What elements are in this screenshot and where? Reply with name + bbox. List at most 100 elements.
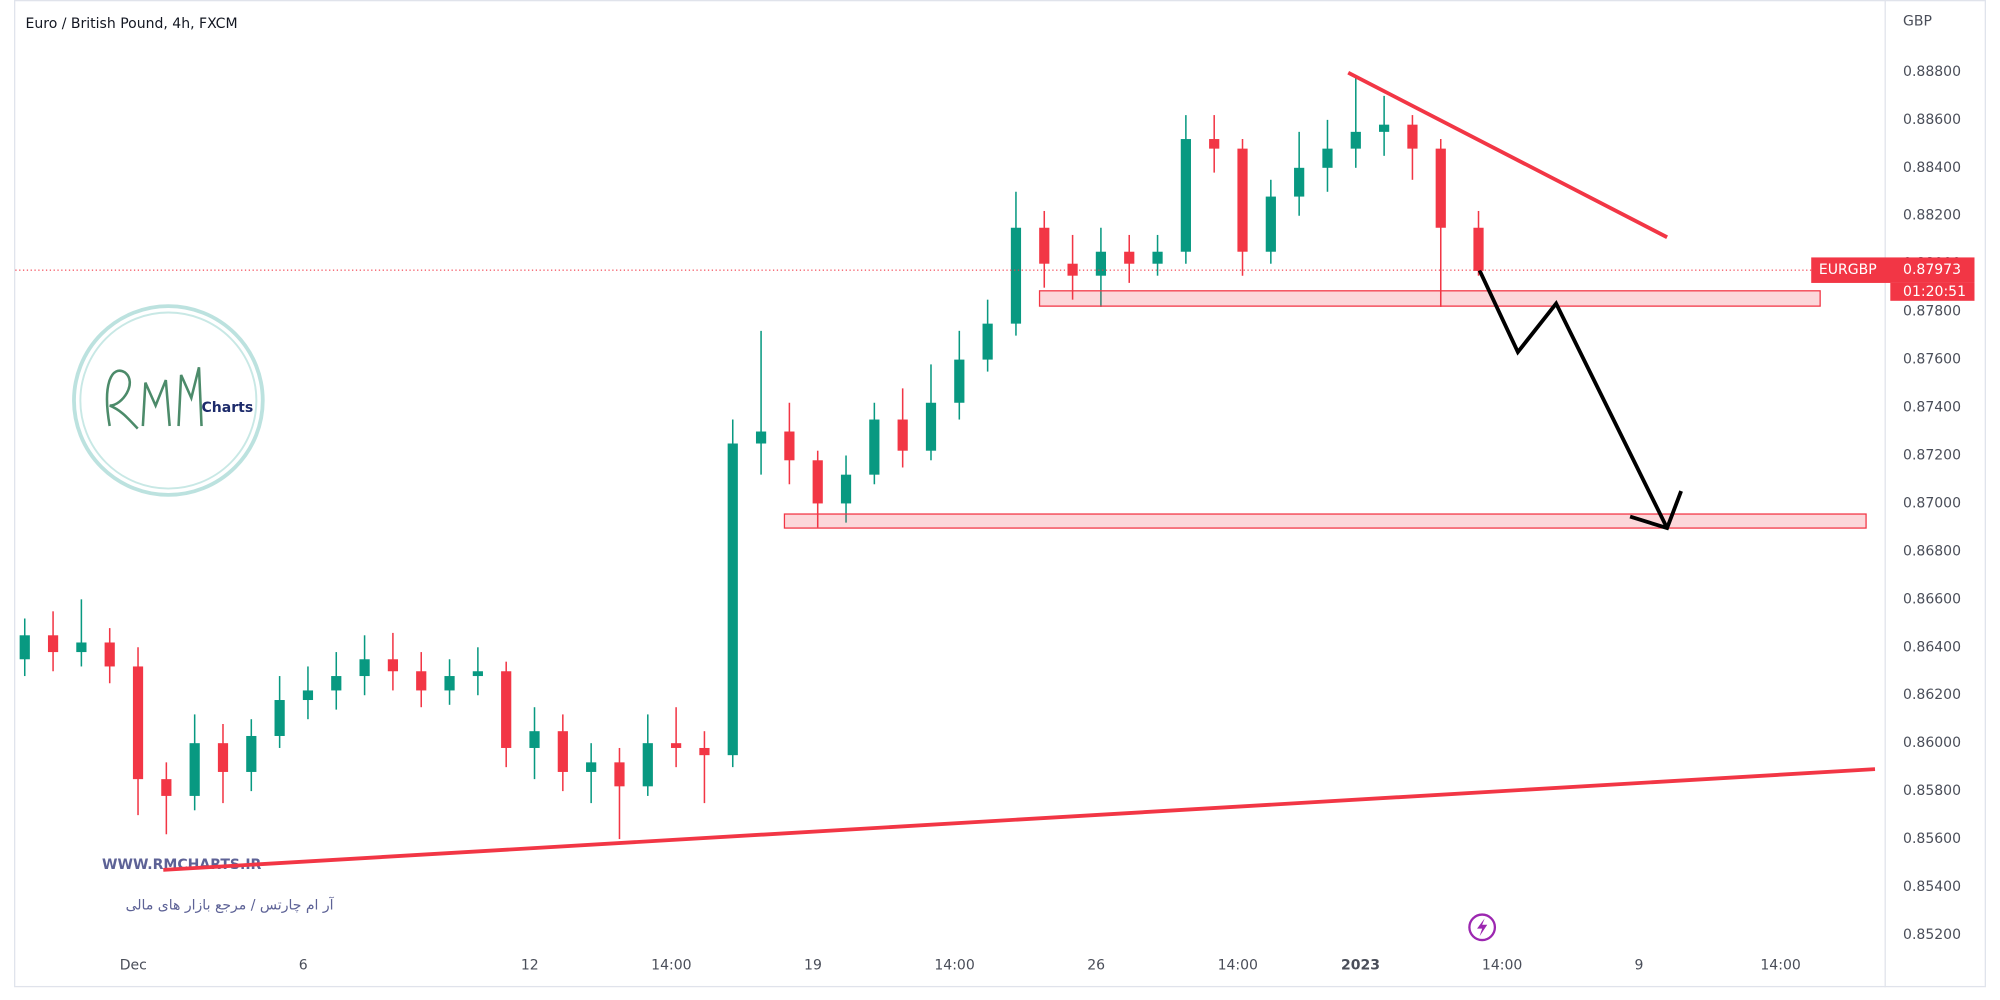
candle-body [529,731,540,748]
logo-script [105,367,203,430]
events-icon[interactable] [1468,913,1497,942]
candle-body [1010,227,1022,324]
candle-body [274,700,285,736]
trend-line [1347,71,1668,239]
candle-body [982,323,993,360]
candle-body [897,419,908,451]
currency-label: GBP [1903,14,1932,30]
x-tick-label: 14:00 [934,958,974,974]
y-tick-label: 0.86000 [1903,735,1961,751]
candle-body [1039,227,1050,264]
candle-body [302,690,314,701]
candle-body [1124,251,1135,264]
y-tick-label: 0.87000 [1903,495,1961,511]
candle-body [954,359,965,403]
candle-body [501,671,512,748]
candle-body [472,671,483,677]
countdown-box [1890,282,1975,301]
candle-body [840,474,852,504]
candle-body [784,431,795,461]
y-tick-label: 0.88800 [1903,64,1961,80]
watermark-website: WWW.RMCHARTS.IR [102,857,262,873]
candle-body [1435,148,1446,228]
logo-ring [72,304,265,497]
logo-ring [79,311,258,490]
candle-body [699,747,710,756]
candle-body [869,419,880,475]
frame [14,0,1986,988]
candle-body [557,731,568,772]
y-tick-label: 0.86600 [1903,591,1961,607]
y-tick-label: 0.87600 [1903,352,1961,368]
candle-body [1407,124,1418,149]
last-price-box [1811,257,1975,283]
candle-body [1180,139,1191,252]
y-tick-label: 0.85800 [1903,783,1961,799]
candle-body [1350,131,1361,149]
y-tick-label: 0.88400 [1903,160,1961,176]
watermark-tagline: آر ام چارتس / مرجع بازار های مالی [126,897,335,914]
zone [1038,290,1821,307]
last-price-label: 0.87973 [1903,262,1961,278]
events-icon-bolt[interactable] [1477,918,1488,937]
candle-body [416,671,427,691]
candle-body [1209,139,1220,149]
candle-body [925,402,937,451]
candle-body [104,642,115,667]
x-tick-label: 12 [521,958,539,974]
trend-line [163,767,1876,872]
candle-body [1379,124,1390,132]
y-tick-label: 0.85200 [1903,927,1961,943]
logo-brand: Charts [202,400,254,416]
y-tick-label: 0.86200 [1903,687,1961,703]
candle-body [1095,251,1107,276]
y-tick-label: 0.88200 [1903,208,1961,224]
x-tick-label: 2023 [1341,958,1380,974]
x-tick-label: 26 [1087,958,1105,974]
symbol-label: EURGBP [1819,262,1877,278]
candle-body [246,735,257,772]
x-tick-label: 14:00 [651,958,691,974]
zone [783,513,1867,529]
arrow-head [1629,490,1683,531]
y-tick-label: 0.87400 [1903,400,1961,416]
y-tick-label: 0.85600 [1903,831,1961,847]
candle-body [1294,167,1305,197]
y-tick-label: 0.87800 [1903,304,1961,320]
candle-body [161,779,172,796]
candle-body [444,676,455,691]
logo: Charts [72,304,265,497]
y-tick-label: 0.88600 [1903,112,1961,128]
candle-body [1237,148,1248,252]
x-tick-label: 14:00 [1482,958,1522,974]
y-tick-label: 0.86800 [1903,543,1961,559]
x-tick-label: 19 [804,958,822,974]
candle-body [76,642,87,653]
candle-body [19,635,30,660]
candle-body [132,666,144,780]
projection-path [1477,269,1669,529]
candle-body [1265,196,1276,252]
x-tick-label: 14:00 [1760,958,1800,974]
candle-body [812,460,823,504]
candle-body [47,635,59,653]
y-tick-label: 0.86400 [1903,639,1961,655]
candle-body [1322,148,1333,168]
candle-body [642,743,653,787]
candles [19,76,1484,840]
x-tick-label: 6 [299,958,308,974]
candle-body [217,743,229,772]
x-tick-label: 14:00 [1218,958,1258,974]
candle-body [387,659,399,672]
candle-body [614,762,625,787]
y-tick-label: 0.85400 [1903,879,1961,895]
candle-body [755,431,767,444]
candle-body [331,676,342,691]
candle-body [359,659,370,677]
countdown-label: 01:20:51 [1903,284,1966,300]
candle-body [671,743,682,748]
y-tick-label: 0.87200 [1903,447,1961,463]
candle-body [586,762,597,772]
